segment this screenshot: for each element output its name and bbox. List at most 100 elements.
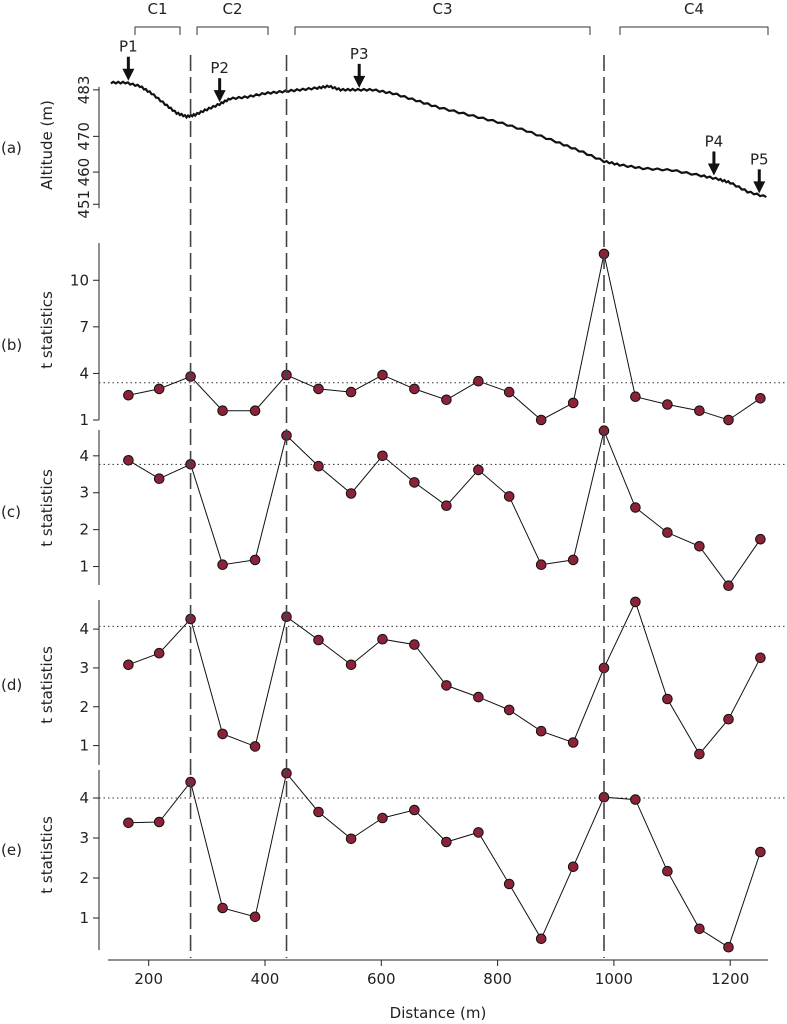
data-point [345, 833, 357, 845]
data-point [441, 680, 452, 691]
data-point [694, 923, 705, 935]
marker-arrow-head [753, 181, 766, 194]
data-point [249, 741, 261, 752]
data-point [503, 386, 515, 398]
x-axis-title: Distance (m) [390, 1004, 487, 1022]
panel-d: 1 2 3 4 t statistics (d) [1, 596, 787, 765]
y-tick-label: 4 [79, 364, 89, 382]
data-point [123, 455, 134, 466]
data-point [567, 554, 579, 566]
boundary-lines [189, 55, 605, 958]
y-tick-label: 1 [79, 737, 89, 755]
y-axis-title: t statistics [38, 646, 56, 724]
data-point [662, 865, 673, 877]
data-point [694, 405, 705, 417]
panel-e: 1 2 3 4 t statistics (e) [1, 767, 787, 953]
data-point [153, 816, 165, 828]
y-tick-label: 2 [79, 698, 89, 716]
x-tick-label: 400 [251, 970, 280, 988]
data-point [123, 817, 134, 829]
data-point [662, 399, 673, 410]
x-tick-label: 1000 [595, 970, 633, 988]
y-tick-label: 3 [79, 484, 89, 502]
y-tick-label: 4 [79, 620, 89, 638]
data-point [217, 902, 228, 914]
data-point [473, 691, 484, 703]
marker-arrow-head [353, 75, 366, 88]
cluster-brackets: C1 C2 C3 C4 [134, 0, 769, 35]
cluster-label: C3 [432, 0, 452, 18]
cluster-label: C4 [684, 0, 704, 18]
panel-c: 1 2 3 4 t statistics (c) [1, 425, 787, 592]
marker-label: P5 [750, 150, 769, 168]
data-point [345, 659, 357, 671]
panel-b: 1 4 7 10 t statistics (b) [1, 243, 787, 429]
y-tick-label: 10 [70, 271, 89, 289]
data-point [249, 405, 261, 417]
data-point [535, 414, 547, 426]
data-point [723, 414, 734, 426]
y-tick-label: 2 [79, 869, 89, 887]
data-point [694, 541, 705, 552]
cluster-label: C2 [222, 0, 242, 18]
data-point [313, 806, 324, 818]
marker-p1: P1 [119, 38, 138, 81]
y-tick-label: 4 [79, 447, 89, 465]
cluster-c2: C2 [196, 0, 269, 35]
y-axis-title: t statistics [38, 816, 56, 894]
altitude-y-tick-label: 470 [75, 122, 93, 151]
data-point [409, 383, 420, 395]
marker-label: P1 [119, 38, 138, 56]
data-point [567, 737, 579, 748]
data-point [217, 405, 228, 417]
data-point [441, 394, 452, 406]
panel-letter-a: (a) [1, 139, 22, 157]
data-point [567, 397, 579, 409]
x-tick-label: 800 [483, 970, 512, 988]
data-point [630, 391, 641, 403]
altitude-y-axis-title: Altitude (m) [38, 100, 56, 190]
data-point [567, 861, 579, 873]
cluster-bracket [196, 26, 269, 35]
cluster-bracket [619, 26, 769, 35]
data-point [409, 639, 420, 650]
data-point [313, 383, 324, 395]
y-tick-label: 3 [79, 659, 89, 677]
data-point [217, 728, 228, 740]
marker-p2: P2 [210, 59, 229, 103]
data-point [473, 375, 484, 387]
altitude-y-tick-label: 483 [75, 76, 93, 105]
data-point [755, 652, 766, 664]
data-point [217, 559, 228, 571]
data-point [723, 580, 734, 592]
marker-arrow-head [213, 90, 226, 103]
y-axis-title: t statistics [38, 469, 56, 547]
marker-p5: P5 [750, 150, 769, 194]
altitude-y-tick-label: 451 [75, 190, 93, 219]
data-point [377, 812, 388, 824]
data-point [755, 393, 766, 404]
data-point [535, 933, 547, 945]
y-tick-label: 4 [79, 789, 89, 807]
x-tick-label: 600 [367, 970, 396, 988]
marker-arrow-head [122, 68, 135, 81]
cluster-bracket [134, 26, 181, 35]
data-point [377, 369, 388, 381]
data-point [630, 502, 641, 513]
data-point [409, 804, 420, 816]
series-line [128, 772, 761, 948]
y-tick-label: 2 [79, 521, 89, 539]
marker-p3: P3 [350, 45, 369, 88]
data-point [630, 794, 641, 805]
cluster-c3: C3 [294, 0, 591, 35]
data-point [313, 634, 324, 646]
y-tick-label: 3 [79, 829, 89, 847]
data-point [755, 846, 766, 858]
y-tick-label: 7 [79, 318, 89, 336]
cluster-c4: C4 [619, 0, 769, 35]
data-point [441, 500, 452, 512]
cluster-c1: C1 [134, 0, 181, 35]
data-point [441, 836, 452, 848]
data-point [123, 659, 134, 671]
data-point [503, 491, 515, 502]
